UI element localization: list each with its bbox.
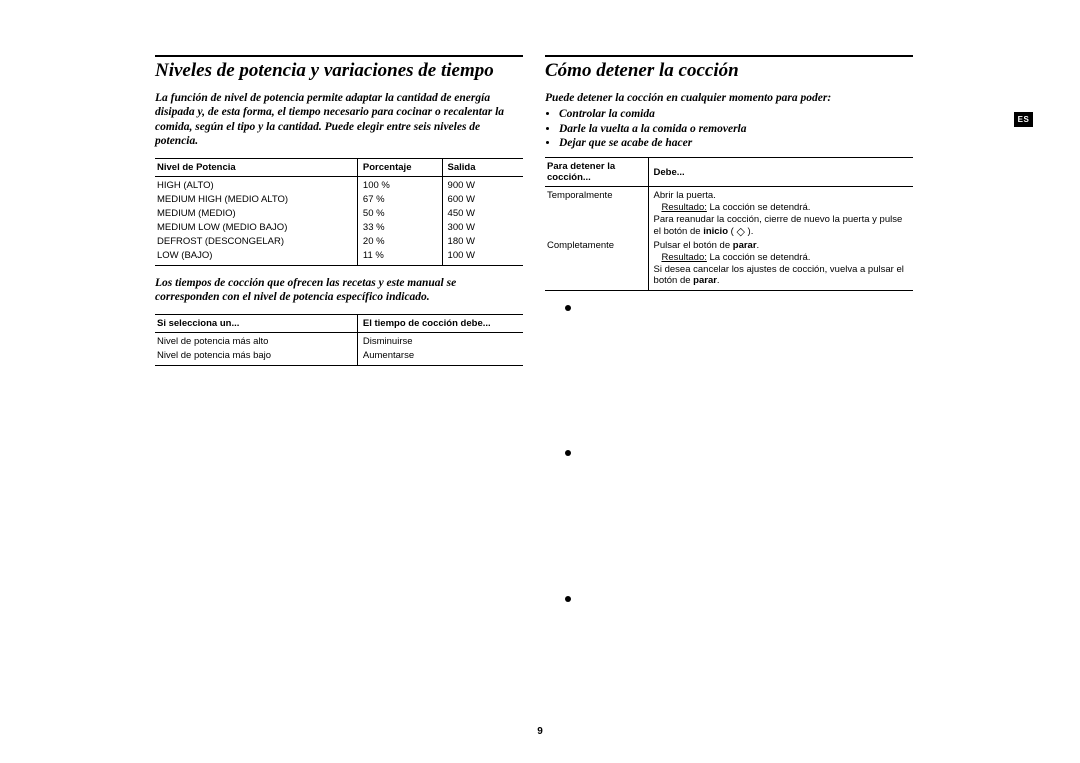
punch-dot	[565, 305, 571, 311]
cell: Aumentarse	[357, 349, 523, 365]
left-heading: Niveles de potencia y variaciones de tie…	[155, 60, 523, 82]
table-row: LOW (BAJO)11 %100 W	[155, 249, 523, 265]
language-tag: ES	[1014, 112, 1033, 127]
cell: Completamente	[545, 239, 648, 291]
right-heading: Cómo detener la cocción	[545, 60, 913, 82]
cell: Disminuirse	[357, 333, 523, 349]
table-row: MEDIUM LOW (MEDIO BAJO)33 %300 W	[155, 221, 523, 235]
text: La cocción se detendrá.	[707, 202, 811, 213]
text: Si desea cancelar los ajustes de cocción…	[654, 264, 904, 287]
cell: MEDIUM (MEDIO)	[155, 207, 357, 221]
cell: DEFROST (DESCONGELAR)	[155, 235, 357, 249]
text: Pulsar el botón de	[654, 240, 733, 251]
table-row: Temporalmente Abrir la puerta. Resultado…	[545, 187, 913, 239]
left-mid-text: Los tiempos de cocción que ofrecen las r…	[155, 276, 523, 305]
col-header: Porcentaje	[357, 159, 442, 177]
cell: MEDIUM HIGH (MEDIO ALTO)	[155, 193, 357, 207]
cell: 600 W	[442, 193, 523, 207]
text: Para reanudar la cocción, cierre de nuev…	[654, 214, 903, 237]
col-header: Debe...	[648, 158, 913, 187]
left-column: Niveles de potencia y variaciones de tie…	[155, 55, 523, 376]
power-levels-table: Nivel de Potencia Porcentaje Salida HIGH…	[155, 158, 523, 265]
stop-cooking-table: Para detener la cocción... Debe... Tempo…	[545, 157, 913, 291]
right-intro: Puede detener la cocción en cualquier mo…	[545, 91, 913, 105]
heading-rule	[545, 55, 913, 57]
col-header: Nivel de Potencia	[155, 159, 357, 177]
cell: HIGH (ALTO)	[155, 177, 357, 193]
table-row: DEFROST (DESCONGELAR)20 %180 W	[155, 235, 523, 249]
cell: 450 W	[442, 207, 523, 221]
text: ).	[745, 226, 753, 237]
time-adjust-table: Si selecciona un... El tiempo de cocción…	[155, 314, 523, 366]
table-row: Nivel de potencia más altoDisminuirse	[155, 333, 523, 349]
cell: 33 %	[357, 221, 442, 235]
punch-dot	[565, 450, 571, 456]
start-icon: ◇	[736, 227, 744, 238]
cell: Pulsar el botón de parar. Resultado: La …	[648, 239, 913, 291]
cell: Abrir la puerta. Resultado: La cocción s…	[648, 187, 913, 239]
cell: 900 W	[442, 177, 523, 193]
cell: 300 W	[442, 221, 523, 235]
cell: MEDIUM LOW (MEDIO BAJO)	[155, 221, 357, 235]
cell: 180 W	[442, 235, 523, 249]
cell: 67 %	[357, 193, 442, 207]
manual-page: ES Niveles de potencia y variaciones de …	[0, 0, 1080, 763]
table-header-row: Si selecciona un... El tiempo de cocción…	[155, 315, 523, 333]
table-row: MEDIUM (MEDIO)50 %450 W	[155, 207, 523, 221]
cell: 100 W	[442, 249, 523, 265]
table-row: MEDIUM HIGH (MEDIO ALTO)67 %600 W	[155, 193, 523, 207]
col-header: El tiempo de cocción debe...	[357, 315, 523, 333]
table-header-row: Para detener la cocción... Debe...	[545, 158, 913, 187]
text: (	[728, 226, 736, 237]
left-intro: La función de nivel de potencia permite …	[155, 91, 523, 149]
binding-dots	[565, 0, 585, 763]
right-column: Cómo detener la cocción Puede detener la…	[545, 55, 913, 376]
bold-text: parar	[693, 275, 717, 286]
text: .	[717, 275, 720, 286]
stop-reasons-list: Controlar la comida Darle la vuelta a la…	[545, 107, 913, 150]
list-item: Controlar la comida	[559, 107, 913, 121]
list-item: Darle la vuelta a la comida o removerla	[559, 122, 913, 136]
text: Abrir la puerta.	[654, 190, 716, 201]
bold-text: parar	[733, 240, 757, 251]
cell: LOW (BAJO)	[155, 249, 357, 265]
result-label: Resultado:	[661, 202, 706, 213]
cell: 100 %	[357, 177, 442, 193]
table-row: HIGH (ALTO)100 %900 W	[155, 177, 523, 193]
col-header: Para detener la cocción...	[545, 158, 648, 187]
col-header: Si selecciona un...	[155, 315, 357, 333]
cell: 50 %	[357, 207, 442, 221]
table-row: Completamente Pulsar el botón de parar. …	[545, 239, 913, 291]
bold-text: inicio	[703, 226, 728, 237]
col-header: Salida	[442, 159, 523, 177]
text: La cocción se detendrá.	[707, 252, 811, 263]
heading-rule	[155, 55, 523, 57]
table-header-row: Nivel de Potencia Porcentaje Salida	[155, 159, 523, 177]
punch-dot	[565, 596, 571, 602]
page-number: 9	[0, 726, 1080, 737]
cell: 20 %	[357, 235, 442, 249]
cell: Nivel de potencia más alto	[155, 333, 357, 349]
cell: Temporalmente	[545, 187, 648, 239]
cell: 11 %	[357, 249, 442, 265]
cell: Nivel de potencia más bajo	[155, 349, 357, 365]
table-row: Nivel de potencia más bajoAumentarse	[155, 349, 523, 365]
list-item: Dejar que se acabe de hacer	[559, 136, 913, 150]
text: .	[757, 240, 760, 251]
result-label: Resultado:	[661, 252, 706, 263]
